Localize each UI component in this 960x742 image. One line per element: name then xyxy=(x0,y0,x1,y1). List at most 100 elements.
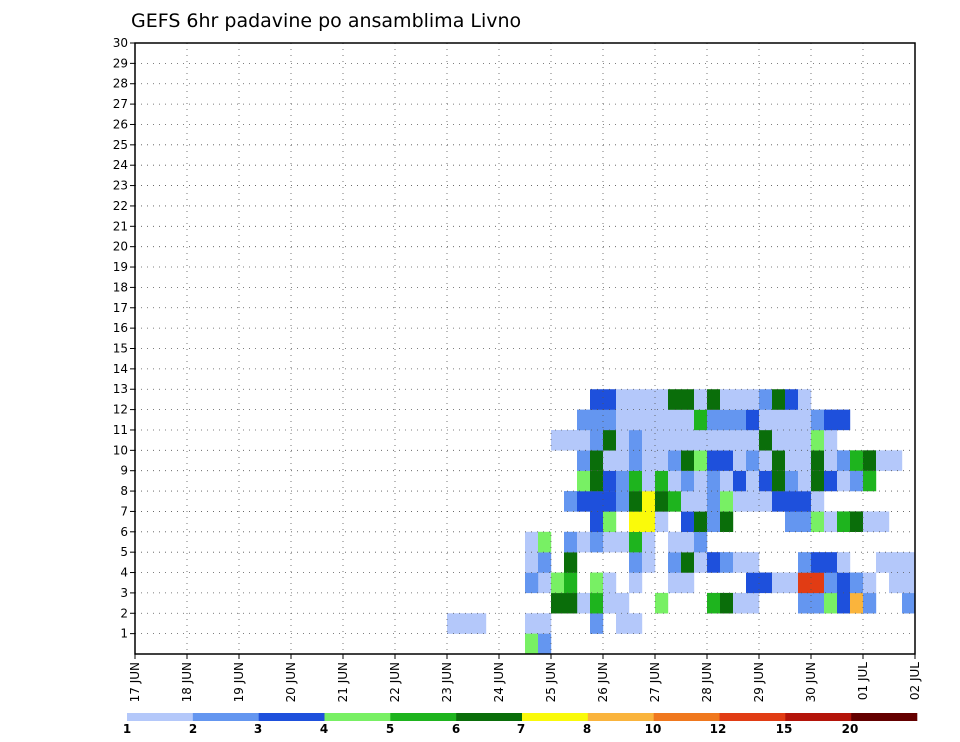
heatmap-cell xyxy=(616,531,630,553)
heatmap-cell xyxy=(837,592,851,614)
heatmap-cell xyxy=(629,409,643,431)
legend-swatch xyxy=(719,713,786,721)
heatmap-cell xyxy=(798,429,812,451)
heatmap-cell xyxy=(603,491,617,512)
y-tick-label: 21 xyxy=(113,219,128,233)
heatmap-cell xyxy=(772,572,786,594)
heatmap-cell xyxy=(863,450,877,471)
heatmap-cell xyxy=(603,429,617,451)
heatmap-cell xyxy=(707,429,721,451)
heatmap-cell xyxy=(525,633,539,655)
heatmap-cell xyxy=(876,552,890,573)
heatmap-cell xyxy=(590,409,604,431)
heatmap-cell xyxy=(616,592,630,614)
x-tick-label: 25 JUN xyxy=(544,662,558,702)
heatmap-cell xyxy=(577,470,591,492)
heatmap-cell xyxy=(785,450,799,471)
heatmap-cell xyxy=(577,450,591,471)
heatmap-cell xyxy=(733,450,747,471)
heatmap-cell xyxy=(642,511,656,532)
y-tick-label: 2 xyxy=(120,606,128,620)
heatmap-cell xyxy=(564,429,578,451)
heatmap-cell xyxy=(746,552,760,573)
heatmap-cell xyxy=(798,552,812,573)
legend-swatch xyxy=(324,713,391,721)
heatmap-cell xyxy=(668,450,682,471)
heatmap-cell xyxy=(616,429,630,451)
x-tick-label: 19 JUN xyxy=(232,662,246,702)
heatmap-cell xyxy=(785,511,799,532)
heatmap-cell xyxy=(642,552,656,573)
heatmap-cell xyxy=(863,511,877,532)
heatmap-cell xyxy=(577,592,591,614)
heatmap-cell xyxy=(707,409,721,431)
heatmap-cell xyxy=(681,389,695,410)
legend-label: 15 xyxy=(776,722,793,736)
heatmap-cell xyxy=(642,491,656,512)
heatmap-cell xyxy=(694,552,708,573)
grid-lines xyxy=(135,43,915,654)
heatmap-cell xyxy=(564,592,578,614)
heatmap-cell xyxy=(902,592,916,614)
x-tick-label: 21 JUN xyxy=(336,662,350,702)
heatmap-cell xyxy=(590,491,604,512)
legend-swatch xyxy=(192,713,259,721)
heatmap-cell xyxy=(707,592,721,614)
heatmap-cell xyxy=(759,450,773,471)
heatmap-cell xyxy=(668,409,682,431)
x-tick-label: 18 JUN xyxy=(180,662,194,702)
chart-title: GEFS 6hr padavine po ansamblima Livno xyxy=(131,10,521,32)
y-tick-label: 10 xyxy=(113,443,128,457)
x-tick-label: 26 JUN xyxy=(596,662,610,702)
heatmap-cell xyxy=(837,450,851,471)
heatmap-cell xyxy=(720,389,734,410)
heatmap-cell xyxy=(525,613,539,634)
heatmap-cell xyxy=(642,531,656,553)
heatmap-cell xyxy=(811,511,825,532)
heatmap-cell xyxy=(746,470,760,492)
heatmap-cell xyxy=(720,450,734,471)
heatmap-cell xyxy=(590,531,604,553)
heatmap-cell xyxy=(629,389,643,410)
heatmap-cell xyxy=(707,470,721,492)
heatmap-cell xyxy=(681,531,695,553)
heatmap-cell xyxy=(694,491,708,512)
legend-label: 1 xyxy=(123,722,131,736)
heatmap-cell xyxy=(577,409,591,431)
heatmap-cell xyxy=(655,389,669,410)
heatmap-cell xyxy=(655,592,669,614)
heatmap-cell xyxy=(642,409,656,431)
heatmap-cell xyxy=(642,429,656,451)
heatmap-cell xyxy=(863,592,877,614)
y-tick-label: 12 xyxy=(113,403,128,417)
heatmap-cell xyxy=(603,592,617,614)
heatmap-cell xyxy=(603,389,617,410)
heatmap-cell xyxy=(824,409,838,431)
heatmap-cell xyxy=(824,592,838,614)
heatmap-cell xyxy=(824,429,838,451)
heatmap-cell xyxy=(694,470,708,492)
heatmap-cell xyxy=(616,491,630,512)
y-tick-label: 11 xyxy=(113,423,128,437)
heatmap-cell xyxy=(798,592,812,614)
heatmap-cell xyxy=(720,511,734,532)
heatmap-cell xyxy=(837,572,851,594)
y-tick-label: 6 xyxy=(120,525,128,539)
heatmap-cell xyxy=(785,389,799,410)
heatmap-cell xyxy=(772,389,786,410)
heatmap-cell xyxy=(668,491,682,512)
y-tick-label: 30 xyxy=(113,36,128,50)
legend-swatch xyxy=(522,713,589,721)
legend-label: 12 xyxy=(710,722,727,736)
legend-swatch xyxy=(785,713,852,721)
heatmap-cell xyxy=(798,470,812,492)
heatmap-cell xyxy=(720,429,734,451)
heatmap-cells xyxy=(447,389,916,655)
heatmap-cell xyxy=(746,450,760,471)
heatmap-cell xyxy=(850,470,864,492)
heatmap-cell xyxy=(616,470,630,492)
heatmap-cell xyxy=(798,450,812,471)
heatmap-cell xyxy=(746,572,760,594)
heatmap-cell xyxy=(772,409,786,431)
heatmap-cell xyxy=(655,429,669,451)
